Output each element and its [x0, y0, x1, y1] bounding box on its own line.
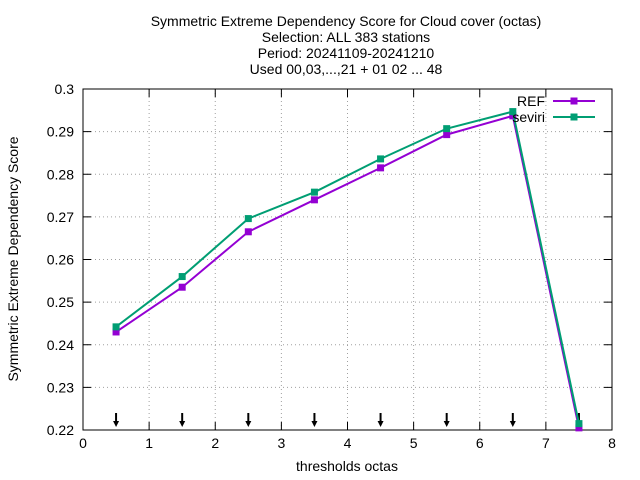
chart-title: Symmetric Extreme Dependency Score for C…	[151, 13, 542, 77]
data-point-seviri	[244, 215, 252, 223]
x-tick-label: 2	[211, 435, 219, 451]
title-line-1: Symmetric Extreme Dependency Score for C…	[151, 13, 542, 29]
x-tick-label: 5	[410, 435, 418, 451]
y-tick-label: 0.25	[47, 294, 74, 310]
series-group	[112, 108, 583, 432]
x-axis-ticks: 0 1 2 3 4 5 6 7 8	[79, 89, 616, 451]
data-point-ref	[244, 228, 252, 236]
threshold-markers	[113, 413, 582, 427]
data-point-seviri	[310, 188, 318, 196]
legend-marker-seviri	[570, 113, 578, 121]
y-tick-label: 0.23	[47, 379, 74, 395]
series-line-ref	[115, 114, 580, 429]
x-tick-label: 3	[277, 435, 285, 451]
series-line-seviri	[115, 110, 580, 424]
y-axis-label: Symmetric Extreme Dependency Score	[5, 136, 21, 381]
x-tick-label: 4	[344, 435, 352, 451]
x-axis-label: thresholds octas	[296, 458, 398, 474]
x-tick-label: 1	[145, 435, 153, 451]
data-point-seviri	[377, 155, 385, 163]
data-point-ref	[112, 328, 120, 336]
title-line-4: Used 00,03,...,21 + 01 02 ... 48	[250, 61, 443, 77]
legend-label-ref: REF	[517, 93, 545, 109]
threshold-arrow-head	[179, 421, 186, 427]
legend-marker-ref	[570, 97, 578, 105]
y-tick-label: 0.27	[47, 209, 74, 225]
y-tick-label: 0.28	[47, 166, 74, 182]
x-tick-label: 8	[608, 435, 616, 451]
grid	[83, 89, 612, 430]
y-tick-label: 0.3	[55, 81, 75, 97]
threshold-arrow-head	[311, 421, 318, 427]
title-line-3: Period: 20241109-20241210	[258, 45, 435, 61]
x-tick-label: 0	[79, 435, 87, 451]
threshold-arrow-head	[113, 421, 120, 427]
y-tick-label: 0.24	[47, 337, 74, 353]
threshold-arrow-head	[377, 421, 384, 427]
data-point-ref	[575, 424, 583, 432]
data-point-seviri	[112, 323, 120, 331]
data-point-seviri	[509, 108, 517, 116]
threshold-arrow-head	[245, 421, 252, 427]
title-line-2: Selection: ALL 383 stations	[262, 29, 430, 45]
data-point-ref	[310, 196, 318, 204]
threshold-arrow-head	[509, 421, 516, 427]
data-point-seviri	[443, 125, 451, 133]
y-tick-label: 0.26	[47, 252, 74, 268]
threshold-arrow-head	[443, 421, 450, 427]
data-point-seviri	[575, 420, 583, 428]
legend-label-seviri: seviri	[512, 109, 545, 125]
x-tick-label: 7	[542, 435, 550, 451]
y-tick-label: 0.22	[47, 422, 74, 438]
y-tick-label: 0.29	[47, 124, 74, 140]
data-point-ref	[443, 131, 451, 139]
y-axis-ticks: 0.22 0.23 0.24 0.25 0.26 0.27 0.28 0.29 0.3	[47, 81, 612, 438]
data-point-ref	[377, 164, 385, 172]
data-point-ref	[178, 283, 186, 291]
data-point-seviri	[178, 273, 186, 281]
x-tick-label: 6	[476, 435, 484, 451]
